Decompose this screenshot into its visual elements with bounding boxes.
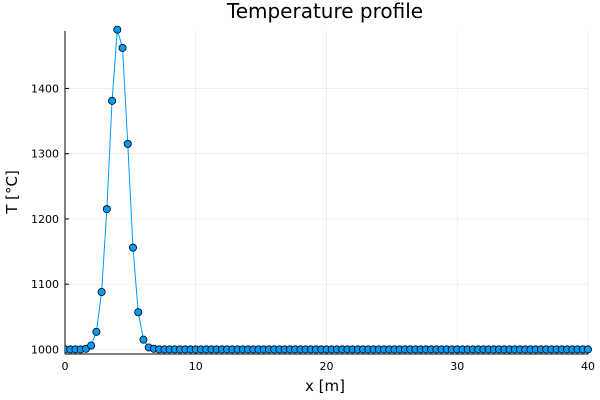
data-point <box>584 345 593 354</box>
data-point <box>108 96 117 105</box>
data-point <box>128 243 137 252</box>
data-point <box>134 308 143 317</box>
x-tick-label: 40 <box>581 360 595 373</box>
data-point <box>139 335 148 344</box>
x-tick-label: 20 <box>320 360 334 373</box>
data-point <box>92 327 101 336</box>
x-tick-label: 0 <box>62 360 69 373</box>
x-axis-label: x [m] <box>305 377 345 395</box>
y-tick-label: 1000 <box>31 343 59 356</box>
y-tick-label: 1200 <box>31 213 59 226</box>
ticks-layer: 0 10 20 30 40 1000 1100 1200 1300 1400 <box>31 82 595 373</box>
data-point <box>102 205 111 214</box>
data-point <box>118 43 127 52</box>
grid-layer <box>64 31 589 354</box>
data-point <box>97 288 106 297</box>
y-tick-label: 1100 <box>31 278 59 291</box>
data-point <box>87 341 96 350</box>
y-tick-label: 1400 <box>31 82 59 95</box>
chart-title: Temperature profile <box>226 0 423 23</box>
x-tick-label: 10 <box>189 360 203 373</box>
y-tick-label: 1300 <box>31 148 59 161</box>
data-point <box>123 139 132 148</box>
y-axis-label: T [°C] <box>3 170 21 215</box>
data-point <box>113 25 122 34</box>
x-tick-label: 30 <box>450 360 464 373</box>
series-layer <box>65 25 593 354</box>
